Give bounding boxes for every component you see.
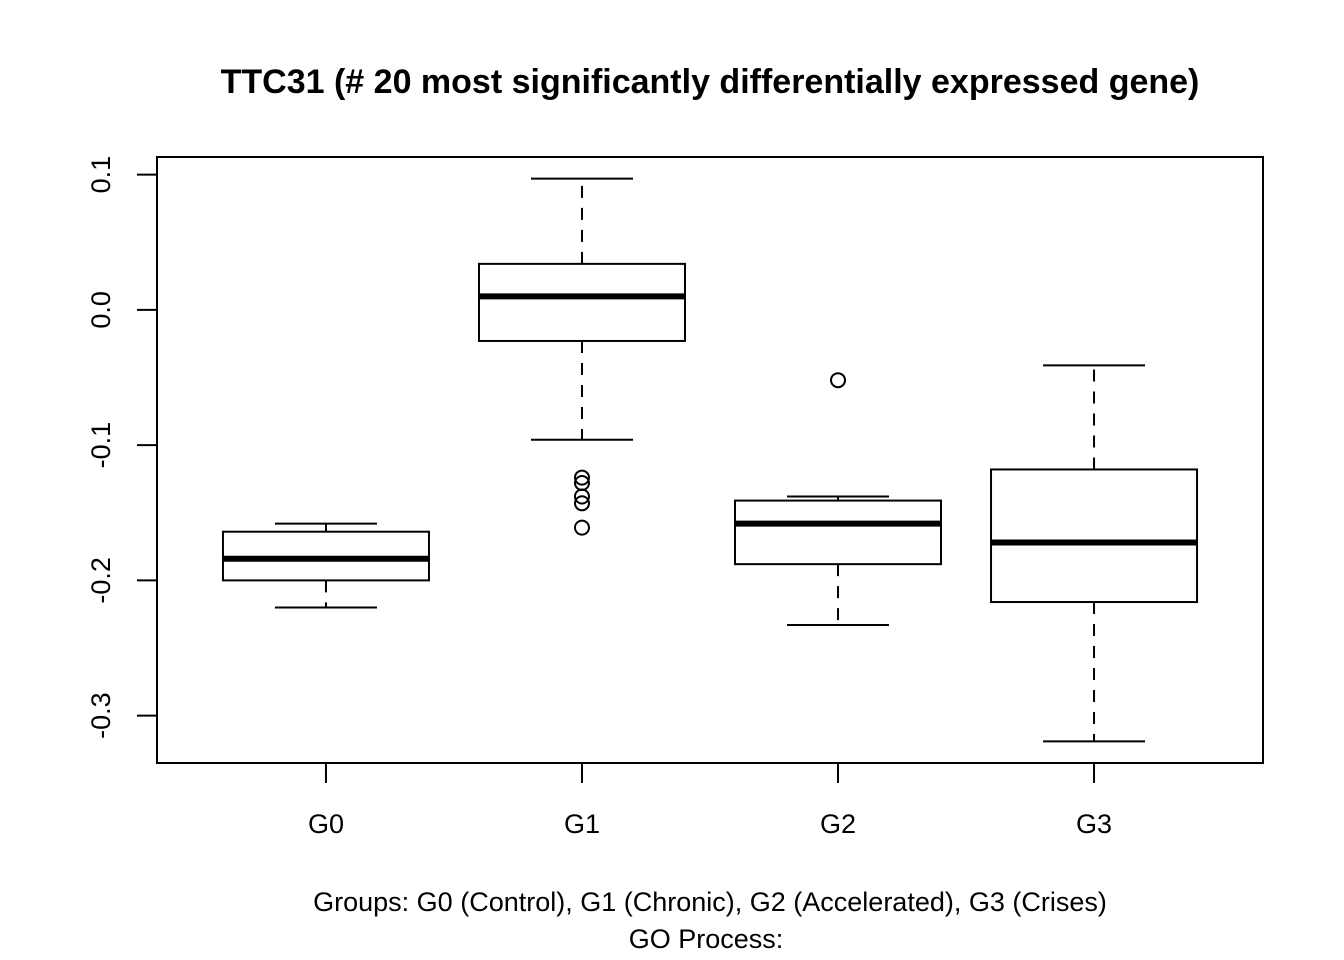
interquartile-box (477, 262, 686, 342)
y-tick-label: -0.1 (86, 422, 116, 469)
x-axis: G0 G1 G2 G3 (308, 762, 1112, 839)
outlier-point (573, 488, 590, 505)
chart-title: TTC31 (# 20 most significantly different… (221, 63, 1200, 101)
box-g2 (734, 372, 943, 627)
box-g3 (990, 364, 1199, 743)
x-tick-label: G2 (820, 809, 856, 839)
x-tick-label: G3 (1076, 809, 1112, 839)
interquartile-box (734, 499, 943, 566)
y-tick-label: -0.2 (86, 557, 116, 604)
y-tick-label: -0.3 (86, 692, 116, 739)
boxes (221, 177, 1199, 743)
x-tick-label: G0 (308, 809, 344, 839)
outlier-point (573, 495, 590, 512)
go-process-label: GO Process: (629, 924, 784, 954)
interquartile-box (990, 468, 1199, 604)
x-axis-label: Groups: G0 (Control), G1 (Chronic), G2 (… (313, 887, 1107, 917)
outlier-point (573, 519, 590, 536)
y-tick-label: 0.1 (86, 156, 116, 194)
y-tick-label: 0.0 (86, 291, 116, 329)
outlier-point (573, 469, 590, 486)
box-g1 (477, 177, 686, 536)
x-tick-label: G1 (564, 809, 600, 839)
y-axis: 0.1 0.0 -0.1 -0.2 -0.3 (86, 156, 158, 739)
outlier-point (830, 372, 847, 389)
box-g0 (221, 522, 430, 609)
plot-frame (156, 156, 1264, 764)
